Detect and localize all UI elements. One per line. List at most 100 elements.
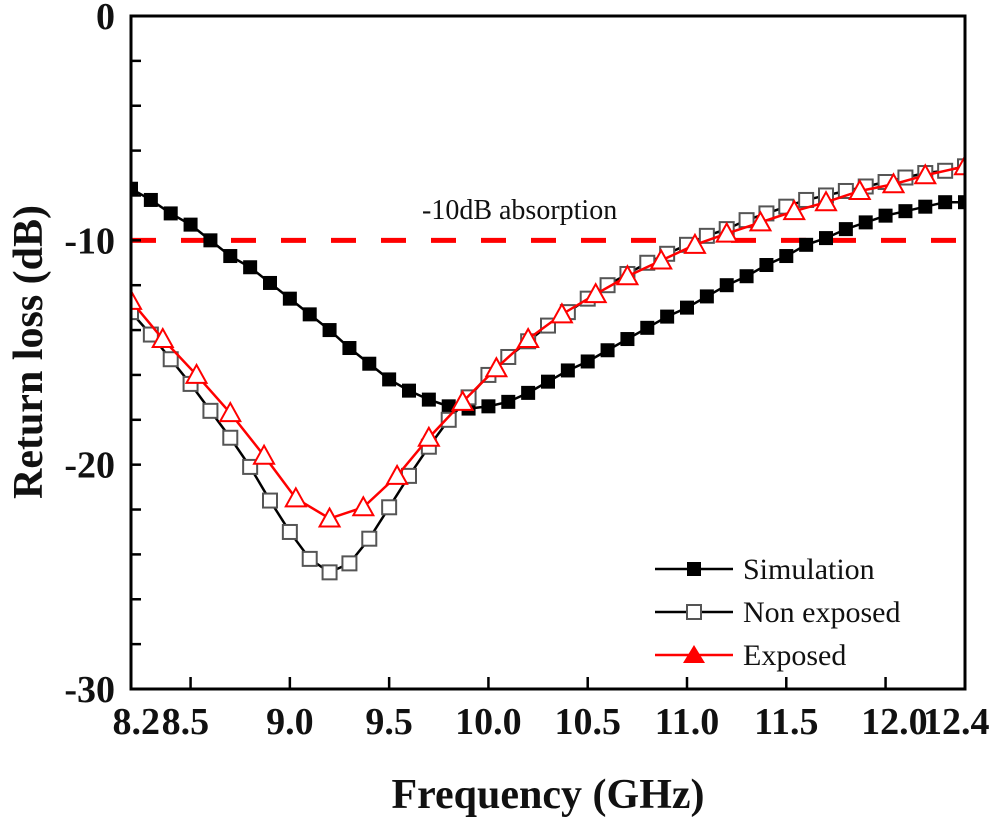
legend-item: Simulation bbox=[655, 553, 875, 586]
marker-23 bbox=[881, 172, 906, 194]
marker-2 bbox=[162, 351, 179, 368]
marker-25 bbox=[953, 154, 965, 176]
marker-8 bbox=[385, 463, 409, 485]
legend-label: Non exposed bbox=[743, 596, 900, 629]
x-tick-label: 9.0 bbox=[266, 701, 314, 743]
marker-29 bbox=[699, 289, 714, 304]
marker-10 bbox=[450, 389, 475, 411]
marker-21 bbox=[541, 374, 555, 389]
marker-19 bbox=[748, 210, 773, 232]
legend-label: Exposed bbox=[743, 639, 846, 672]
marker-0 bbox=[131, 288, 143, 310]
marker-9 bbox=[301, 550, 318, 567]
marker-0 bbox=[131, 181, 138, 196]
marker-7 bbox=[262, 492, 278, 509]
legend-label: Simulation bbox=[743, 553, 875, 586]
marker-27 bbox=[660, 309, 675, 324]
marker-0 bbox=[131, 304, 139, 321]
marker-20 bbox=[521, 385, 536, 400]
marker-18 bbox=[481, 399, 496, 414]
legend-item: Non exposed bbox=[655, 596, 900, 629]
marker-8 bbox=[282, 291, 297, 306]
marker-33 bbox=[779, 249, 794, 264]
marker-7 bbox=[263, 275, 277, 290]
marker-12 bbox=[361, 530, 378, 547]
marker-36 bbox=[838, 222, 853, 237]
marker-2 bbox=[184, 362, 209, 384]
marker-24 bbox=[913, 163, 937, 185]
x-tick-label: 11.5 bbox=[754, 701, 818, 743]
marker-5 bbox=[223, 249, 238, 264]
marker-3 bbox=[218, 401, 242, 423]
y-tick-label: -20 bbox=[64, 445, 115, 487]
marker-5 bbox=[222, 429, 239, 446]
marker-16 bbox=[440, 411, 457, 428]
x-tick-label: 10.5 bbox=[554, 701, 621, 743]
marker-26 bbox=[640, 320, 655, 335]
marker-1 bbox=[143, 192, 158, 207]
marker-22 bbox=[848, 178, 872, 200]
series-exposed bbox=[131, 154, 965, 528]
marker-legend bbox=[683, 645, 705, 663]
legend: Simulation Non exposed Exposed bbox=[655, 553, 900, 672]
marker-14 bbox=[583, 282, 608, 304]
marker-6 bbox=[317, 506, 342, 528]
plot-layer bbox=[131, 154, 965, 581]
marker-7 bbox=[351, 495, 376, 517]
marker-5 bbox=[284, 486, 308, 508]
marker-25 bbox=[620, 332, 635, 347]
marker-19 bbox=[501, 394, 516, 409]
marker-15 bbox=[421, 392, 436, 407]
marker-8 bbox=[281, 523, 298, 540]
marker-35 bbox=[819, 231, 833, 246]
marker-10 bbox=[322, 323, 337, 338]
x-tick-label: 9.5 bbox=[365, 701, 413, 743]
y-tick-label: 0 bbox=[96, 0, 115, 38]
marker-28 bbox=[680, 300, 694, 315]
marker-1 bbox=[151, 326, 175, 349]
series-simulation bbox=[131, 181, 965, 416]
marker-14 bbox=[402, 383, 416, 398]
marker-10 bbox=[321, 564, 338, 581]
marker-34 bbox=[799, 237, 814, 252]
reference-line-label: -10dB absorption bbox=[422, 195, 617, 226]
marker-15 bbox=[615, 264, 640, 286]
marker-42 bbox=[958, 195, 965, 210]
marker-31 bbox=[739, 269, 754, 284]
marker-4 bbox=[202, 402, 219, 419]
x-tick-label: 11.0 bbox=[655, 701, 719, 743]
marker-11 bbox=[484, 356, 509, 378]
marker-22 bbox=[560, 363, 575, 378]
marker-13 bbox=[381, 499, 398, 516]
x-tick-label: 8.2 bbox=[113, 701, 161, 743]
marker-legend bbox=[686, 604, 702, 620]
x-tick-label: 12.4 bbox=[923, 701, 990, 743]
marker-18 bbox=[715, 221, 739, 243]
marker-11 bbox=[341, 555, 358, 572]
marker-23 bbox=[580, 354, 595, 369]
marker-4 bbox=[203, 233, 218, 248]
x-tick-label: 10.0 bbox=[455, 701, 522, 743]
plot-frame bbox=[129, 14, 967, 691]
marker-30 bbox=[719, 278, 734, 293]
marker-11 bbox=[342, 341, 357, 356]
y-axis-title: Return loss (dB) bbox=[6, 205, 52, 499]
marker-17 bbox=[683, 232, 707, 254]
y-tick-label: -30 bbox=[64, 669, 115, 711]
marker-21 bbox=[814, 190, 838, 212]
legend-item: Exposed bbox=[655, 639, 846, 672]
marker-9 bbox=[417, 425, 441, 447]
marker-37 bbox=[858, 215, 873, 230]
x-tick-label: 12.0 bbox=[861, 701, 928, 743]
x-tick-label: 8.5 bbox=[162, 701, 210, 743]
marker-9 bbox=[302, 307, 317, 322]
y-tick-label: -10 bbox=[64, 220, 115, 262]
ticks-layer: 8.2 8.5 9.0 9.5 10.0 10.5 11.0 11.5 12.012.4 0 -10… bbox=[64, 0, 989, 743]
marker-12 bbox=[362, 356, 377, 371]
marker-32 bbox=[759, 258, 774, 273]
marker-41 bbox=[938, 195, 953, 210]
marker-39 bbox=[898, 204, 913, 219]
marker-legend bbox=[687, 562, 701, 576]
marker-34 bbox=[798, 191, 815, 208]
